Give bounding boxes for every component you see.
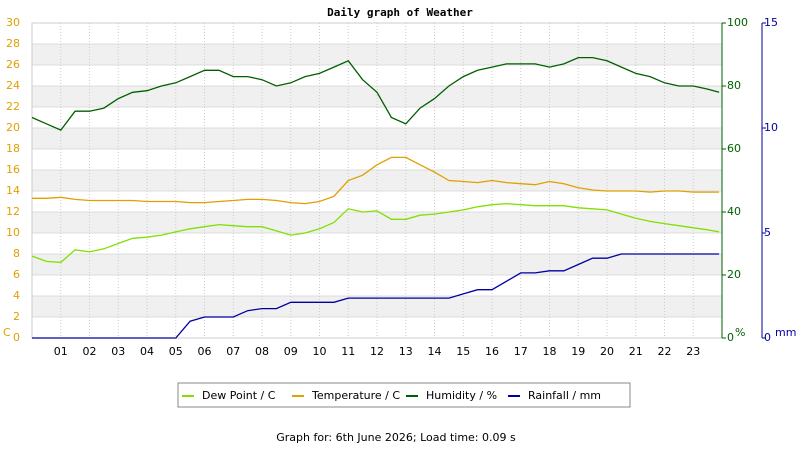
x-tick-label: 02 xyxy=(83,345,97,358)
x-tick-label: 16 xyxy=(485,345,499,358)
x-tick-label: 19 xyxy=(571,345,585,358)
y-tick-label: 14 xyxy=(6,184,20,197)
y2-tick-label: 80 xyxy=(727,79,741,92)
x-tick-label: 23 xyxy=(686,345,700,358)
y-tick-label: 30 xyxy=(6,16,20,29)
legend-box xyxy=(177,382,631,408)
x-tick-label: 01 xyxy=(54,345,68,358)
y-tick-label: 8 xyxy=(13,247,20,260)
x-tick-label: 11 xyxy=(341,345,355,358)
y2-axis-label: % xyxy=(735,326,745,339)
x-tick-label: 20 xyxy=(600,345,614,358)
x-tick-label: 10 xyxy=(313,345,327,358)
series-line xyxy=(31,202,720,264)
x-tick-label: 06 xyxy=(198,345,212,358)
y-tick-label: 28 xyxy=(6,37,20,50)
y-tick-label: 6 xyxy=(13,268,20,281)
footer: Graph for: 6th June 2026; Load time: 0.0… xyxy=(276,431,516,444)
y-tick-label: 12 xyxy=(6,205,20,218)
y2-tick-label: 100 xyxy=(727,16,748,29)
x-tick-label: 09 xyxy=(284,345,298,358)
x-tick-label: 12 xyxy=(370,345,384,358)
y-tick-label: 20 xyxy=(6,121,20,134)
y2-tick-label: 60 xyxy=(727,142,741,155)
y3-tick-label: 0 xyxy=(764,331,771,344)
y3-tick-label: 15 xyxy=(764,16,778,29)
y3-tick-label: 10 xyxy=(764,121,778,134)
x-tick-label: 22 xyxy=(658,345,672,358)
x-tick-label: 14 xyxy=(428,345,442,358)
y-tick-label: 4 xyxy=(13,289,20,302)
y-axis-label: C xyxy=(3,326,11,339)
y-tick-label: 18 xyxy=(6,142,20,155)
y-tick-label: 0 xyxy=(13,331,20,344)
x-tick-label: 08 xyxy=(255,345,269,358)
x-tick-label: 17 xyxy=(514,345,528,358)
y-tick-label: 10 xyxy=(6,226,20,239)
x-tick-label: 21 xyxy=(629,345,643,358)
legend-label: Rainfall / mm xyxy=(528,389,601,402)
series-line xyxy=(31,56,720,131)
series-line xyxy=(32,156,720,205)
y-tick-label: 22 xyxy=(6,100,20,113)
x-tick-label: 04 xyxy=(140,345,154,358)
x-tick-label: 15 xyxy=(456,345,470,358)
y2-tick-label: 0 xyxy=(727,331,734,344)
x-tick-label: 05 xyxy=(169,345,183,358)
y-tick-label: 24 xyxy=(6,79,20,92)
y3-tick-label: 5 xyxy=(764,226,771,239)
y-tick-label: 26 xyxy=(6,58,20,71)
y3-axis-label: mm xyxy=(775,326,796,339)
legend-label: Dew Point / C xyxy=(202,389,276,402)
x-tick-label: 18 xyxy=(543,345,557,358)
y-tick-label: 2 xyxy=(13,310,20,323)
chart-title: Daily graph of Weather xyxy=(327,6,473,19)
y-tick-label: 16 xyxy=(6,163,20,176)
legend-label: Temperature / C xyxy=(311,389,400,402)
legend-label: Humidity / % xyxy=(426,389,497,402)
x-tick-label: 03 xyxy=(111,345,125,358)
y2-tick-label: 20 xyxy=(727,268,741,281)
x-tick-label: 13 xyxy=(399,345,413,358)
series-line xyxy=(32,253,720,339)
y2-tick-label: 40 xyxy=(727,205,741,218)
x-tick-label: 07 xyxy=(226,345,240,358)
